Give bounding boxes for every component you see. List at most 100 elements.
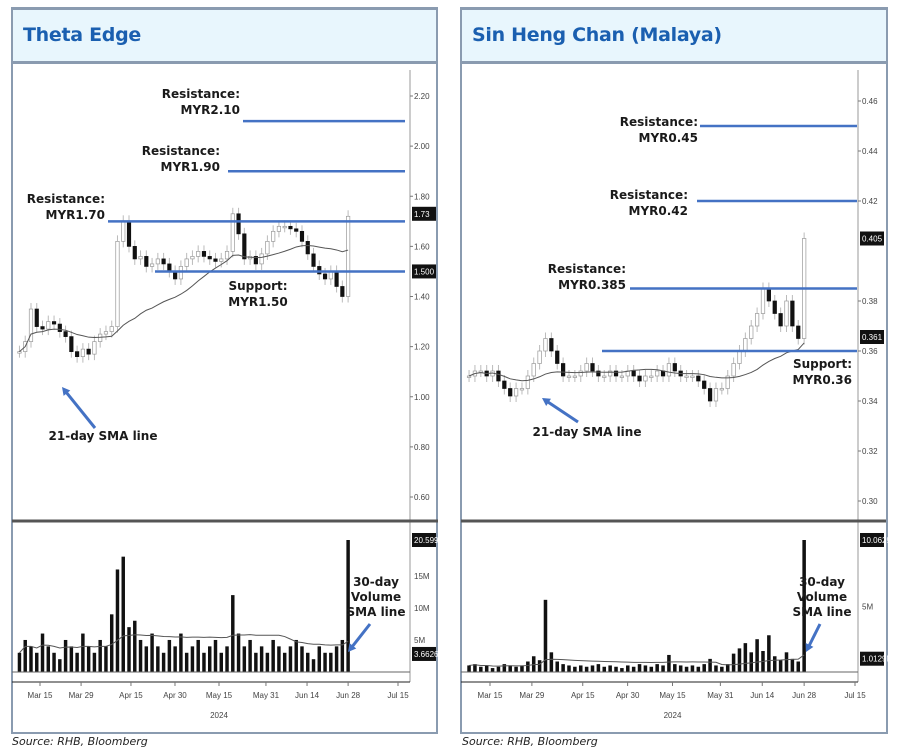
candle: [253, 256, 258, 265]
candle: [92, 341, 97, 355]
level-kind: Support:: [793, 357, 852, 371]
volume-bar: [555, 661, 560, 672]
candle: [236, 213, 241, 235]
volume-bar: [573, 666, 577, 672]
volume-bar: [578, 665, 583, 672]
volume-bar: [265, 652, 270, 672]
volume-sma-label: Volume: [351, 590, 401, 604]
y-tick-label: 1.00: [414, 393, 430, 402]
candle: [51, 321, 57, 325]
candle: [184, 258, 189, 267]
volume-bar: [767, 635, 771, 672]
y-tick-label: 0.60: [414, 493, 430, 502]
sma-arrow-icon-head: [542, 398, 551, 406]
volume-sma-line: [19, 634, 349, 654]
y-tick-label: 0.42: [862, 197, 878, 206]
volume-bar: [231, 595, 235, 672]
candle: [155, 258, 160, 265]
candle: [340, 286, 345, 297]
volume-bar: [190, 646, 195, 672]
candle: [672, 363, 677, 372]
candle: [566, 375, 572, 378]
y-tick-label: 1.40: [414, 293, 430, 302]
candle: [584, 363, 589, 372]
candle: [502, 380, 507, 389]
candle: [213, 258, 218, 262]
candle: [271, 230, 276, 242]
y-tick-label: 2.00: [414, 142, 430, 151]
y-tick-label: 0.32: [862, 447, 878, 456]
volume-badge-bg: [860, 533, 884, 547]
volume-bar: [502, 664, 507, 672]
volume-bar: [271, 639, 275, 672]
volume-bar: [520, 665, 524, 672]
volume-bar: [306, 652, 310, 672]
last-price-badge-bg: [860, 231, 884, 246]
y-tick-label: 1.20: [414, 343, 430, 352]
volume-bar: [473, 664, 477, 672]
volume-bar: [236, 633, 241, 672]
volume-bar: [743, 643, 748, 672]
volume-sma-arrow-icon-head: [348, 643, 357, 652]
volume-bar: [179, 633, 183, 672]
volume-sma-badge: 1.0129M: [862, 655, 893, 664]
candle: [602, 375, 607, 378]
candle: [749, 325, 754, 339]
candle: [288, 225, 293, 230]
candle: [684, 375, 689, 378]
candle: [513, 388, 519, 397]
candle: [572, 375, 577, 378]
x-tick-label: Jun 14: [750, 691, 775, 700]
candle: [115, 241, 120, 327]
candle: [549, 338, 554, 352]
panel-header: Sin Heng Chan (Malaya): [462, 10, 886, 64]
candle: [196, 251, 201, 257]
volume-sma-arrow-icon: [350, 623, 372, 649]
volume-bar: [127, 627, 131, 672]
volume-bar: [637, 664, 642, 672]
x-tick-label: Mar 15: [478, 691, 503, 700]
candle: [207, 256, 212, 260]
volume-bar: [484, 665, 489, 672]
volume-bar: [649, 666, 654, 672]
x-tick-label: May 31: [253, 691, 280, 700]
volume-bar: [300, 646, 304, 672]
volume-tick-label: 15M: [414, 572, 430, 581]
volume-bar: [282, 652, 287, 672]
y-tick-label: 0.30: [862, 497, 878, 506]
candle: [666, 363, 672, 377]
y-tick-label: 2.20: [414, 92, 430, 101]
candle: [649, 375, 654, 378]
volume-bar: [213, 639, 218, 672]
candle: [596, 370, 601, 377]
candle: [109, 326, 114, 332]
volume-bar: [708, 658, 712, 672]
x-tick-label: Apr 15: [119, 691, 143, 700]
volume-bar: [317, 646, 322, 672]
candle: [144, 256, 149, 267]
candle: [496, 370, 501, 382]
volume-bar: [467, 665, 471, 672]
volume-bar: [63, 639, 68, 672]
sma-badge-bg: [412, 264, 436, 279]
source-note: Source: RHB, Bloomberg: [12, 735, 148, 748]
candle: [608, 370, 613, 377]
candle: [161, 258, 166, 265]
candle: [346, 215, 351, 297]
volume-sma-arrow-icon: [807, 623, 822, 648]
sma-line: [19, 245, 349, 353]
level-value: MYR0.36: [793, 373, 852, 387]
volume-bar: [608, 665, 612, 672]
sma-arrow-icon: [546, 400, 579, 424]
candle: [702, 380, 707, 389]
candle: [311, 253, 316, 267]
volume-bar: [772, 656, 777, 672]
y-tick-label: 0.38: [862, 297, 878, 306]
volume-sma-label: 30-day: [799, 575, 845, 589]
candle: [149, 263, 155, 267]
volume-bar: [737, 648, 742, 672]
candle: [707, 388, 713, 402]
candle: [201, 251, 207, 257]
volume-bar: [323, 652, 327, 672]
level-value: MYR0.385: [558, 278, 626, 292]
